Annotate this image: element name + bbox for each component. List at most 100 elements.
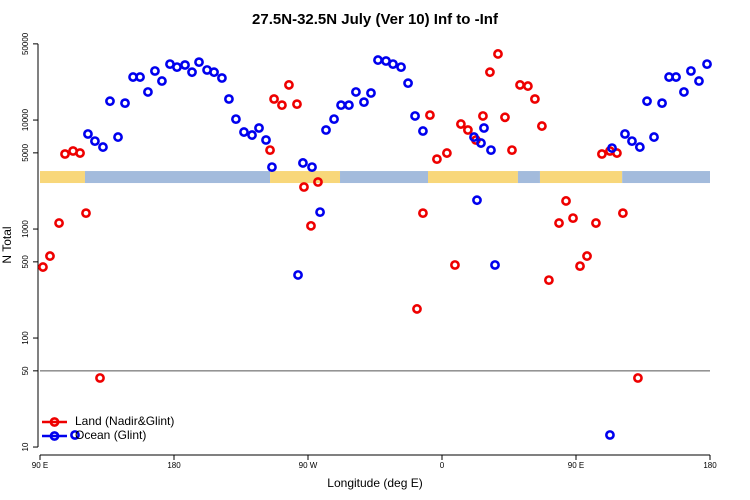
- point: [618, 208, 628, 219]
- point: [568, 213, 578, 224]
- x-tick-label: 90 E: [568, 461, 584, 470]
- point: [315, 207, 325, 218]
- point: [277, 100, 287, 111]
- point: [60, 149, 70, 159]
- point: [157, 76, 167, 86]
- point: [313, 177, 323, 187]
- point: [620, 129, 630, 139]
- point: [265, 145, 275, 156]
- point: [456, 119, 466, 129]
- point: [500, 112, 510, 123]
- point: [694, 76, 704, 86]
- y-tick-label: 10000: [21, 108, 30, 131]
- x-tick-label: 0: [440, 461, 445, 470]
- point: [172, 62, 182, 73]
- surface-segment: [517, 171, 540, 184]
- point: [54, 218, 64, 228]
- point: [657, 98, 667, 109]
- y-tick-label: 50000: [21, 32, 30, 55]
- point: [209, 67, 219, 78]
- point: [321, 125, 331, 135]
- x-axis-label: Longitude (deg E): [327, 476, 422, 490]
- point: [45, 251, 55, 261]
- point: [486, 145, 496, 156]
- point: [412, 304, 422, 314]
- point: [633, 373, 643, 383]
- point: [299, 182, 309, 192]
- point: [224, 94, 234, 104]
- point: [425, 110, 435, 121]
- point: [307, 162, 317, 173]
- point: [83, 129, 93, 139]
- point: [478, 111, 488, 121]
- point: [135, 72, 145, 82]
- point: [344, 100, 354, 111]
- surface-segment: [84, 171, 271, 184]
- point: [113, 132, 123, 142]
- point: [450, 260, 460, 270]
- y-tick-label: 1000: [21, 220, 30, 238]
- surface-segment: [539, 171, 623, 184]
- point: [98, 142, 108, 152]
- point: [479, 123, 489, 133]
- point: [70, 430, 80, 440]
- point: [537, 121, 547, 131]
- point: [254, 123, 264, 133]
- point: [476, 138, 486, 148]
- point: [351, 87, 361, 97]
- point: [418, 126, 428, 136]
- point: [217, 73, 227, 83]
- y-tick-label: 500: [21, 255, 30, 269]
- point: [143, 87, 153, 97]
- point: [472, 195, 482, 206]
- point: [642, 96, 652, 107]
- point: [261, 135, 271, 145]
- point: [293, 270, 303, 280]
- legend-marker: [49, 417, 60, 427]
- point: [95, 373, 105, 383]
- point: [597, 149, 607, 159]
- point: [432, 154, 442, 165]
- legend-marker: [49, 431, 60, 441]
- point: [463, 125, 473, 135]
- point: [267, 162, 277, 173]
- point: [442, 148, 452, 158]
- x-tick-label: 180: [167, 461, 181, 470]
- point: [194, 57, 204, 68]
- point: [410, 111, 420, 121]
- point: [507, 145, 517, 156]
- point: [530, 94, 540, 104]
- point: [180, 60, 190, 70]
- x-tick-label: 90 E: [32, 461, 48, 470]
- point: [150, 66, 160, 76]
- x-tick-label: 180: [703, 461, 717, 470]
- point: [582, 251, 592, 261]
- point: [686, 66, 696, 76]
- point: [396, 62, 406, 73]
- point: [120, 98, 130, 109]
- point: [469, 132, 479, 142]
- point: [105, 96, 115, 107]
- point: [679, 87, 689, 97]
- surface-segment: [622, 171, 710, 184]
- point: [292, 99, 302, 110]
- point: [702, 59, 712, 70]
- point: [38, 262, 48, 272]
- point: [90, 136, 100, 147]
- point: [591, 218, 601, 228]
- legend-label: Land (Nadir&Glint): [75, 414, 174, 428]
- point: [388, 59, 398, 70]
- point: [561, 196, 571, 206]
- point: [605, 430, 615, 440]
- point: [607, 143, 617, 153]
- surface-segment: [428, 171, 518, 184]
- x-tick-label: 90 W: [299, 461, 318, 470]
- point: [298, 158, 308, 168]
- point: [523, 81, 533, 91]
- y-tick-label: 5000: [21, 143, 30, 161]
- point: [329, 114, 339, 125]
- legend-label: Ocean (Glint): [75, 428, 146, 442]
- point: [247, 130, 257, 140]
- point: [403, 78, 413, 89]
